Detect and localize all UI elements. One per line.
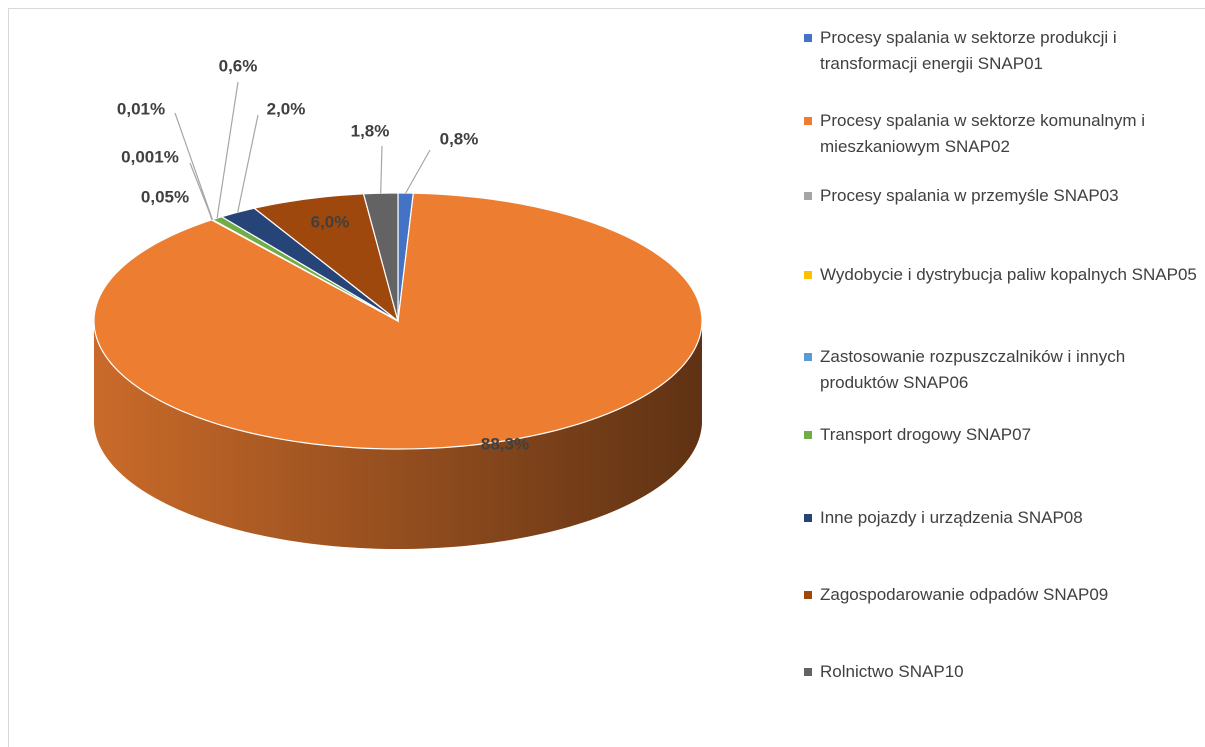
leader-line xyxy=(174,112,213,220)
leader-line xyxy=(380,145,383,194)
data-label: 6,0% xyxy=(311,212,350,231)
data-label: 0,01% xyxy=(117,99,165,118)
legend-swatch xyxy=(804,431,812,439)
legend-label: Transport drogowy SNAP07 xyxy=(820,425,1032,444)
legend-label: Procesy spalania w przemyśle SNAP03 xyxy=(820,186,1119,205)
data-label: 0,001% xyxy=(121,147,179,166)
pie-slice xyxy=(362,192,399,322)
legend-swatch xyxy=(804,591,812,599)
legend-item: Procesy spalania w sektorze komunalnym i… xyxy=(804,108,1199,160)
legend-label: Procesy spalania w sektorze komunalnym i… xyxy=(820,111,1146,156)
legend-label: Wydobycie i dystrybucja paliw kopalnych … xyxy=(820,265,1197,284)
legend-label: Zagospodarowanie odpadów SNAP09 xyxy=(820,585,1109,604)
data-label: 0,05% xyxy=(141,187,189,206)
legend-item: Zastosowanie rozpuszczalników i innych p… xyxy=(804,344,1199,396)
legend-swatch xyxy=(804,34,812,42)
legend-swatch xyxy=(804,668,812,676)
pie-side-shade xyxy=(94,321,702,549)
legend-label: Rolnictwo SNAP10 xyxy=(820,662,964,681)
legend-swatch xyxy=(804,117,812,125)
legend-swatch xyxy=(804,271,812,279)
legend-item: Wydobycie i dystrybucja paliw kopalnych … xyxy=(804,262,1199,288)
legend-swatch xyxy=(804,353,812,361)
data-label: 0,8% xyxy=(440,129,479,148)
leader-line xyxy=(237,114,259,213)
legend-label: Procesy spalania w sektorze produkcji i … xyxy=(820,28,1117,73)
data-label: 0,6% xyxy=(219,56,258,75)
legend-item: Procesy spalania w sektorze produkcji i … xyxy=(804,25,1199,77)
data-label: 2,0% xyxy=(267,99,306,118)
legend-item: Inne pojazdy i urządzenia SNAP08 xyxy=(804,505,1199,531)
legend-item: Procesy spalania w przemyśle SNAP03 xyxy=(804,183,1199,209)
data-label: 1,8% xyxy=(351,121,390,140)
leader-line xyxy=(216,81,239,219)
legend-label: Zastosowanie rozpuszczalników i innych p… xyxy=(820,347,1126,392)
data-label: 88,3% xyxy=(481,434,529,453)
legend-label: Inne pojazdy i urządzenia SNAP08 xyxy=(820,508,1083,527)
legend-item: Transport drogowy SNAP07 xyxy=(804,422,1199,448)
leader-line xyxy=(405,149,431,194)
pie-slice xyxy=(252,193,400,323)
legend-swatch xyxy=(804,192,812,200)
legend-item: Rolnictwo SNAP10 xyxy=(804,659,1199,685)
legend-swatch xyxy=(804,514,812,522)
legend-item: Zagospodarowanie odpadów SNAP09 xyxy=(804,582,1199,608)
pie-slice xyxy=(220,207,399,322)
chart-border xyxy=(8,8,1205,747)
